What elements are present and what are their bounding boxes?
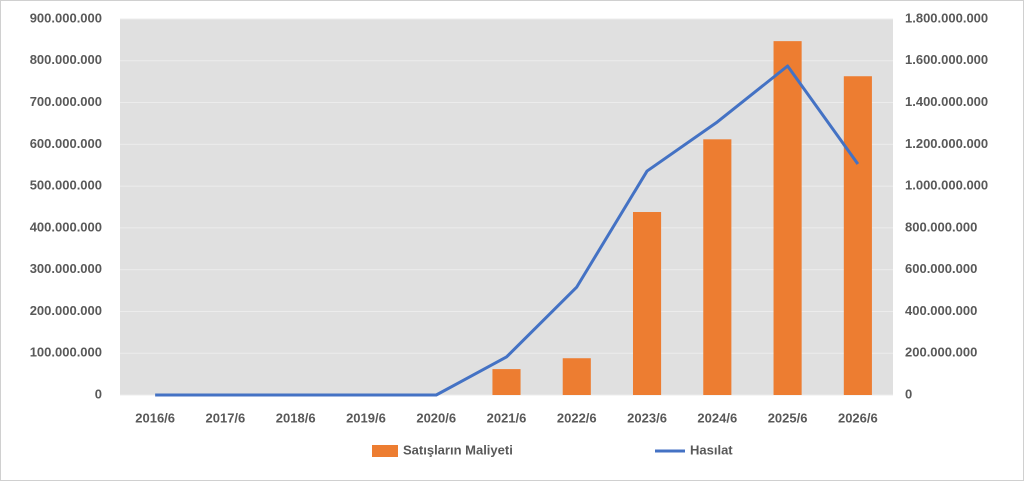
legend-label: Hasılat	[690, 442, 733, 457]
y-tick-label: 200.000.000	[30, 303, 102, 318]
bar	[492, 369, 521, 395]
y-tick-label: 500.000.000	[30, 178, 102, 193]
x-tick-label: 2021/6	[487, 410, 527, 425]
y-tick-label: 300.000.000	[30, 261, 102, 276]
x-tick-label: 2023/6	[627, 410, 667, 425]
x-tick-label: 2020/6	[416, 410, 456, 425]
plot-area	[120, 19, 893, 395]
legend-label: Satışların Maliyeti	[403, 442, 513, 457]
y-tick-label: 900.000.000	[30, 10, 102, 25]
x-tick-label: 2026/6	[838, 410, 878, 425]
y-tick-label: 100.000.000	[30, 345, 102, 360]
x-tick-label: 2016/6	[135, 410, 175, 425]
y-tick-label: 800.000.000	[30, 52, 102, 67]
x-tick-label: 2019/6	[346, 410, 386, 425]
x-tick-label: 2024/6	[697, 410, 737, 425]
bar	[703, 139, 732, 395]
x-tick-label: 2017/6	[206, 410, 246, 425]
x-tick-label: 2018/6	[276, 410, 316, 425]
bar	[773, 41, 802, 396]
y2-tick-label: 1.800.000.000	[905, 10, 988, 25]
bar	[632, 212, 662, 395]
y2-tick-label: 800.000.000	[905, 219, 977, 234]
y2-tick-label: 1.600.000.000	[905, 52, 988, 67]
line	[155, 64, 860, 397]
y2-tick-label: 0	[905, 386, 912, 401]
x-tick-label: 2025/6	[768, 410, 808, 425]
y-tick-label: 600.000.000	[30, 136, 102, 151]
y2-tick-label: 1.000.000.000	[905, 178, 988, 193]
y2-tick-label: 200.000.000	[905, 345, 977, 360]
y2-tick-label: 600.000.000	[905, 261, 977, 276]
y-tick-label: 0	[95, 386, 102, 401]
x-tick-label: 2022/6	[557, 410, 597, 425]
y2-tick-label: 1.400.000.000	[905, 94, 988, 109]
y-tick-label: 700.000.000	[30, 94, 102, 109]
legend-swatch	[372, 445, 398, 457]
y2-tick-label: 1.200.000.000	[905, 136, 988, 151]
bar	[562, 358, 591, 395]
bar	[843, 76, 872, 395]
y-tick-label: 400.000.000	[30, 219, 102, 234]
y2-tick-label: 400.000.000	[905, 303, 977, 318]
